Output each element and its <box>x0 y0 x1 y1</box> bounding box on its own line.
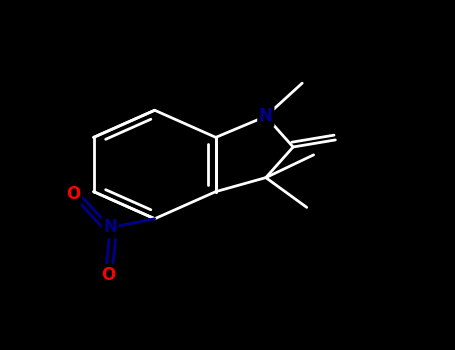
Text: O: O <box>101 266 116 284</box>
Text: N: N <box>103 218 117 237</box>
Text: N: N <box>259 107 273 125</box>
Text: O: O <box>66 185 80 203</box>
